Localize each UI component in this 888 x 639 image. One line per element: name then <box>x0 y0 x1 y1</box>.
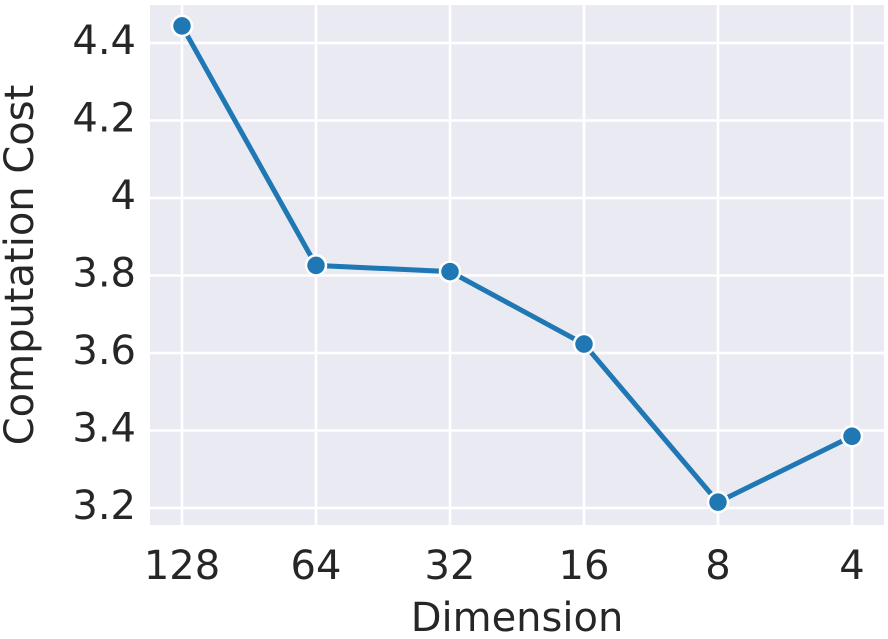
point <box>572 332 596 356</box>
x-tick-label: 4 <box>839 543 864 589</box>
x-tick-label: 128 <box>144 543 220 589</box>
x-tick-label: 64 <box>291 543 342 589</box>
y-tick-label: 3.2 <box>72 483 136 529</box>
x-tick-label: 8 <box>705 543 730 589</box>
y-tick-label: 3.4 <box>72 405 136 451</box>
point <box>304 254 328 277</box>
point <box>706 490 730 514</box>
y-tick-label: 4 <box>111 173 136 219</box>
y-tick-label: 4.2 <box>72 95 136 141</box>
point <box>840 425 864 448</box>
y-tick-label: 3.6 <box>72 328 136 374</box>
x-tick-label: 32 <box>425 543 476 589</box>
y-tick-label: 4.4 <box>72 18 136 64</box>
y-axis-label: Computation Cost <box>0 85 43 446</box>
line <box>179 24 854 506</box>
plot-area <box>150 5 884 525</box>
point <box>438 260 462 283</box>
x-axis-label: Dimension <box>411 595 624 639</box>
x-tick-label: 16 <box>559 543 610 589</box>
y-tick-label: 3.8 <box>72 250 136 296</box>
point <box>170 14 194 38</box>
